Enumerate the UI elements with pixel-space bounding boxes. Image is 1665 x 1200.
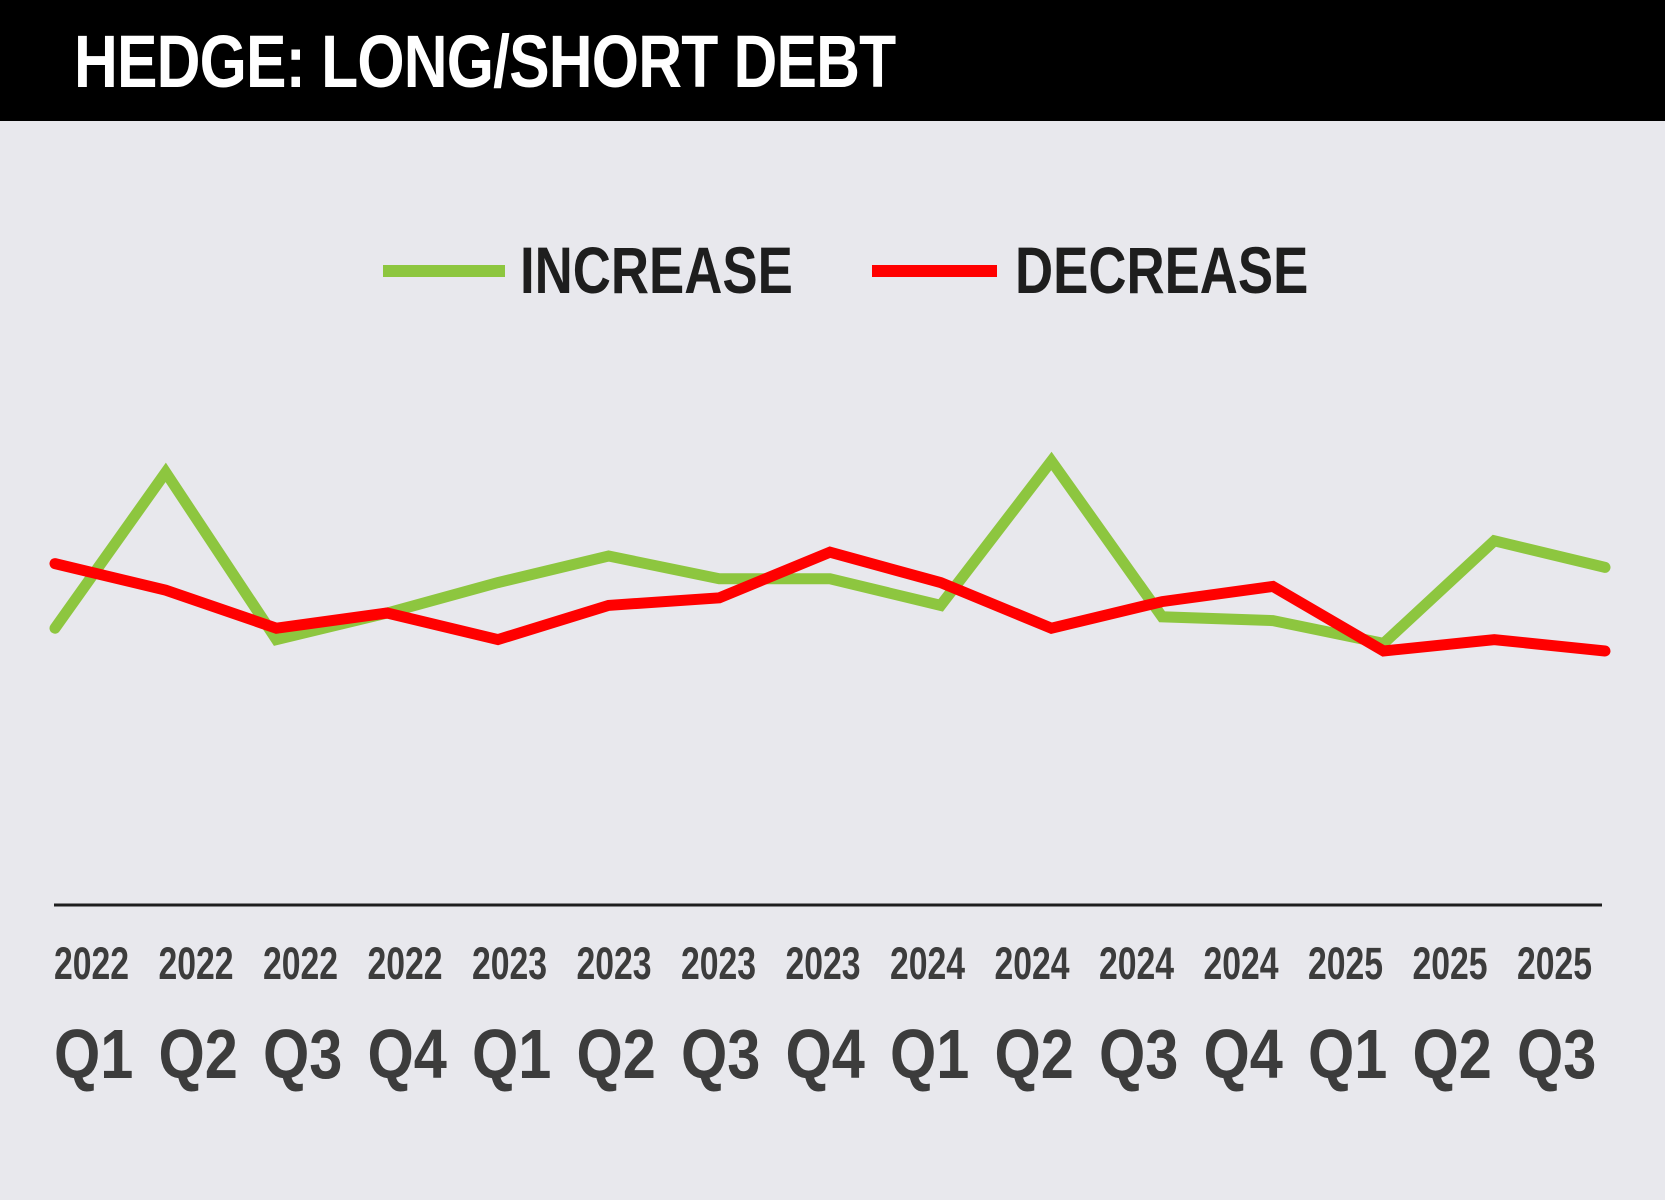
x-tick-year-14: 2025 — [1517, 939, 1592, 989]
x-tick-year-7: 2023 — [786, 939, 861, 989]
legend-label-decrease: DECREASE — [1015, 233, 1308, 307]
x-tick-year-9: 2024 — [995, 939, 1070, 989]
x-tick-year-11: 2024 — [1204, 939, 1279, 989]
x-tick-quarter-13: Q2 — [1413, 1014, 1492, 1093]
series-decrease — [49, 546, 1611, 657]
x-tick-quarter-3: Q4 — [368, 1014, 447, 1093]
legend: INCREASE DECREASE — [383, 233, 1308, 307]
x-tick-year-5: 2023 — [577, 939, 652, 989]
x-tick-quarter-7: Q4 — [786, 1014, 865, 1093]
chart-header: HEDGE: LONG/SHORT DEBT — [0, 0, 1665, 121]
x-tick-year-13: 2025 — [1413, 939, 1488, 989]
x-tick-year-12: 2025 — [1308, 939, 1383, 989]
chart-title: HEDGE: LONG/SHORT DEBT — [74, 20, 896, 103]
x-tick-year-2: 2022 — [263, 939, 338, 989]
x-tick-quarter-9: Q2 — [995, 1014, 1074, 1093]
x-tick-year-10: 2024 — [1099, 939, 1174, 989]
x-tick-quarter-14: Q3 — [1517, 1014, 1596, 1093]
x-tick-year-4: 2023 — [472, 939, 547, 989]
x-tick-quarter-12: Q1 — [1308, 1014, 1387, 1093]
x-tick-quarter-0: Q1 — [54, 1014, 133, 1093]
x-tick-year-1: 2022 — [159, 939, 234, 989]
x-tick-year-6: 2023 — [681, 939, 756, 989]
x-tick-year-0: 2022 — [54, 939, 129, 989]
x-tick-quarter-2: Q3 — [263, 1014, 342, 1093]
legend-label-increase: INCREASE — [520, 233, 793, 307]
x-tick-quarter-10: Q3 — [1099, 1014, 1178, 1093]
x-tick-quarter-11: Q4 — [1204, 1014, 1283, 1093]
x-tick-year-3: 2022 — [368, 939, 443, 989]
series-layer — [49, 451, 1611, 657]
x-tick-quarter-5: Q2 — [577, 1014, 656, 1093]
x-tick-quarter-1: Q2 — [159, 1014, 238, 1093]
x-tick-labels: 2022 Q1 2022 Q2 2022 Q3 2022 Q4 2023 Q1 2023 Q2 2023… — [54, 939, 1596, 1093]
x-tick-quarter-4: Q1 — [472, 1014, 551, 1093]
x-tick-year-8: 2024 — [890, 939, 965, 989]
x-tick-quarter-8: Q1 — [890, 1014, 969, 1093]
x-tick-quarter-6: Q3 — [681, 1014, 760, 1093]
